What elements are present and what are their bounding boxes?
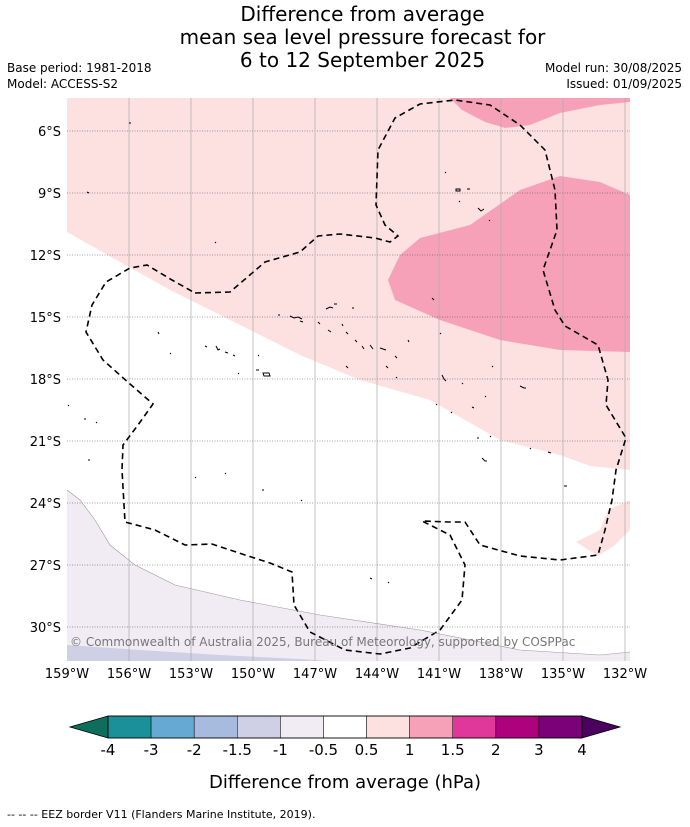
longitude-labels: 159°W 156°W 153°W 150°W 147°W 144°W 141°… <box>45 667 647 682</box>
anomaly-region-1-1.5-north <box>450 98 630 128</box>
anomaly-region-0.5-1-southeast <box>576 500 630 556</box>
colorbar-tick-label: -1 <box>273 741 288 759</box>
colorbar-box <box>409 715 453 739</box>
colorbar-box <box>237 715 281 739</box>
eez-legend: -- -- -- EEZ border V11 (Flanders Marine… <box>7 808 316 821</box>
colorbar-tick-label: 1.5 <box>441 741 465 759</box>
colorbar-boxes <box>107 715 583 739</box>
coastline <box>67 489 630 656</box>
lon-label: 147°W <box>293 667 337 682</box>
colorbar-tick-label: -0.5 <box>309 741 338 759</box>
lon-label: 144°W <box>355 667 399 682</box>
lon-label: 156°W <box>107 667 151 682</box>
lon-label: 159°W <box>45 667 89 682</box>
anomaly-region-neg-1.5-neg-1 <box>67 645 330 661</box>
colorbar-under-arrow <box>68 715 109 739</box>
lon-label: 141°W <box>417 667 461 682</box>
colorbar: -4 -3 -2 -1.5 -1 -0.5 0.5 1 1.5 2 3 4 Difference fr… <box>68 715 622 793</box>
meta-right: Model run: 30/08/2025 Issued: 01/09/2025 <box>545 60 682 92</box>
copyright-text: © Commonwealth of Australia 2025, Bureau… <box>70 635 575 649</box>
lat-label: 15°S <box>30 311 61 326</box>
colorbar-tick-label: -2 <box>187 741 202 759</box>
colorbar-tick-label: -1.5 <box>223 741 252 759</box>
lat-label: 30°S <box>30 621 61 636</box>
title-line-2: mean sea level pressure forecast for <box>179 25 546 49</box>
lat-label: 21°S <box>30 435 61 450</box>
lon-label: 138°W <box>479 667 523 682</box>
lat-label: 12°S <box>30 249 61 264</box>
colorbar-box <box>323 715 367 739</box>
colorbar-label: Difference from average (hPa) <box>209 772 481 793</box>
lat-label: 24°S <box>30 497 61 512</box>
colorbar-box <box>495 715 540 739</box>
colorbar-ticks: -4 -3 -2 -1.5 -1 -0.5 0.5 1 1.5 2 3 4 <box>101 741 587 759</box>
colorbar-tick-label: 3 <box>534 741 544 759</box>
base-period: Base period: 1981-2018 <box>7 61 152 75</box>
title-line-1: Difference from average <box>240 2 485 26</box>
lon-label: 150°W <box>231 667 275 682</box>
lat-label: 27°S <box>30 559 61 574</box>
meta-left: Base period: 1981-2018 Model: ACCESS-S2 <box>7 60 152 92</box>
lat-label: 9°S <box>38 187 61 202</box>
model-name: Model: ACCESS-S2 <box>7 77 119 91</box>
lon-label: 153°W <box>169 667 213 682</box>
colorbar-tick-label: 2 <box>491 741 501 759</box>
lon-label: 132°W <box>603 667 647 682</box>
anomaly-region-neg-1-neg-0.5 <box>67 490 630 661</box>
anomaly-region-0.5-1 <box>67 98 630 470</box>
colorbar-tick-label: 0.5 <box>355 741 379 759</box>
colorbar-box <box>150 715 195 739</box>
lat-label: 18°S <box>30 373 61 388</box>
colorbar-over-arrow <box>581 715 622 739</box>
colorbar-box <box>280 715 324 739</box>
colorbar-tick-label: 4 <box>577 741 587 759</box>
meridians <box>128 98 626 661</box>
colorbar-frame <box>107 715 583 739</box>
model-run: Model run: 30/08/2025 <box>544 61 682 75</box>
colorbar-box <box>193 715 238 739</box>
colorbar-box <box>538 715 583 739</box>
colorbar-box <box>107 715 152 739</box>
colorbar-tick-label: -4 <box>101 741 116 759</box>
islands <box>67 122 567 584</box>
issued-date: Issued: 01/09/2025 <box>566 77 682 91</box>
anomaly-region-1-1.5-east <box>388 176 630 352</box>
map-area: © Commonwealth of Australia 2025, Bureau… <box>67 98 630 661</box>
lon-label: 135°W <box>541 667 585 682</box>
title-line-3: 6 to 12 September 2025 <box>239 48 486 72</box>
colorbar-box <box>452 715 497 739</box>
colorbar-tick-label: 1 <box>405 741 415 759</box>
colorbar-box <box>366 715 410 739</box>
colorbar-tick-label: -3 <box>144 741 159 759</box>
latitude-labels: 6°S 9°S 12°S 15°S 18°S 21°S 24°S 27°S 30… <box>30 125 61 636</box>
lat-label: 6°S <box>38 125 61 140</box>
